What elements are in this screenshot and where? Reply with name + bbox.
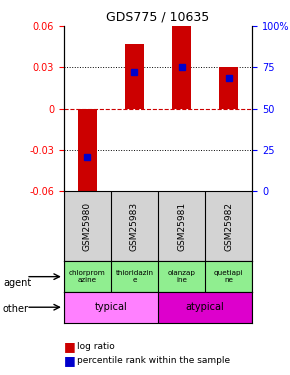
Text: percentile rank within the sample: percentile rank within the sample (77, 356, 230, 365)
Text: olanzap
ine: olanzap ine (168, 270, 196, 283)
Bar (64, 261, 111, 292)
Bar (64, 292, 158, 322)
Bar (219, 68, 238, 108)
Text: ■: ■ (64, 340, 76, 353)
Bar (111, 191, 158, 261)
Text: thioridazin
e: thioridazin e (115, 270, 153, 283)
Text: ■: ■ (64, 354, 76, 367)
Bar (158, 292, 252, 322)
Text: other: other (3, 304, 29, 314)
Bar (205, 261, 252, 292)
Text: GSM25982: GSM25982 (224, 202, 233, 250)
Bar (158, 191, 205, 261)
Bar (78, 108, 97, 195)
Title: GDS775 / 10635: GDS775 / 10635 (106, 11, 210, 24)
Bar (111, 261, 158, 292)
Text: GSM25983: GSM25983 (130, 201, 139, 250)
Bar (125, 44, 144, 108)
Bar (158, 261, 205, 292)
Bar (64, 191, 111, 261)
Text: chlorprom
azine: chlorprom azine (69, 270, 106, 283)
Text: agent: agent (3, 278, 31, 288)
Bar (205, 191, 252, 261)
Text: GSM25980: GSM25980 (83, 201, 92, 250)
Text: typical: typical (95, 302, 127, 312)
Text: log ratio: log ratio (77, 342, 115, 351)
Text: quetiapi
ne: quetiapi ne (214, 270, 244, 283)
Text: atypical: atypical (186, 302, 224, 312)
Bar (172, 26, 191, 108)
Text: GSM25981: GSM25981 (177, 201, 186, 250)
